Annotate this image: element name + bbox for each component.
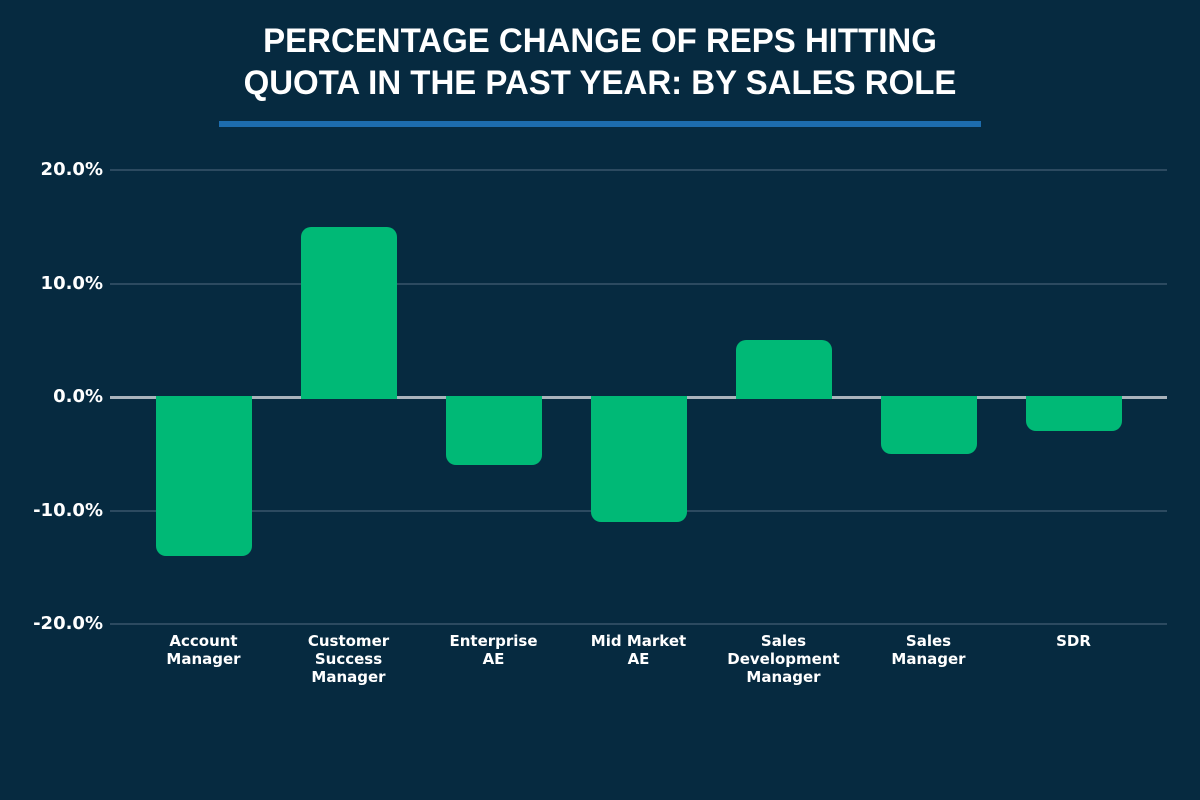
bar-sales-development-manager [735,340,832,399]
x-axis-category-label: Account Manager [166,632,241,668]
x-axis-category-label: Sales Development Manager [727,632,840,686]
y-axis-tick-label: -20.0% [33,613,103,634]
x-axis-category-label: Enterprise AE [449,632,538,668]
gridline [110,282,1167,285]
chart-title: PERCENTAGE CHANGE OF REPS HITTING QUOTA … [0,20,1200,104]
bar-enterprise-ae [445,395,542,466]
title-underline [219,121,981,127]
bar-mid-market-ae [590,395,687,522]
bar-customer-success-manager [300,226,397,399]
chart-title-line-1: PERCENTAGE CHANGE OF REPS HITTING [263,22,937,60]
bar-sdr [1025,395,1122,432]
y-axis-tick-label: 10.0% [40,272,103,294]
gridline [110,623,1167,625]
y-axis-tick-label: 20.0% [40,159,103,180]
bar-sales-manager [880,395,977,454]
x-axis-category-label: Sales Manager [891,632,966,668]
y-axis-tick-label: -10.0% [33,499,103,521]
bar-account-manager [155,395,252,556]
y-axis-tick-label: 0.0% [53,386,103,407]
x-axis-category-label: SDR [1056,632,1091,650]
x-axis-category-label: Customer Success Manager [307,632,390,686]
chart-title-line-2: QUOTA IN THE PAST YEAR: BY SALES ROLE [243,64,957,102]
x-axis-category-label: Mid Market AE [590,632,687,668]
gridline [110,169,1167,171]
